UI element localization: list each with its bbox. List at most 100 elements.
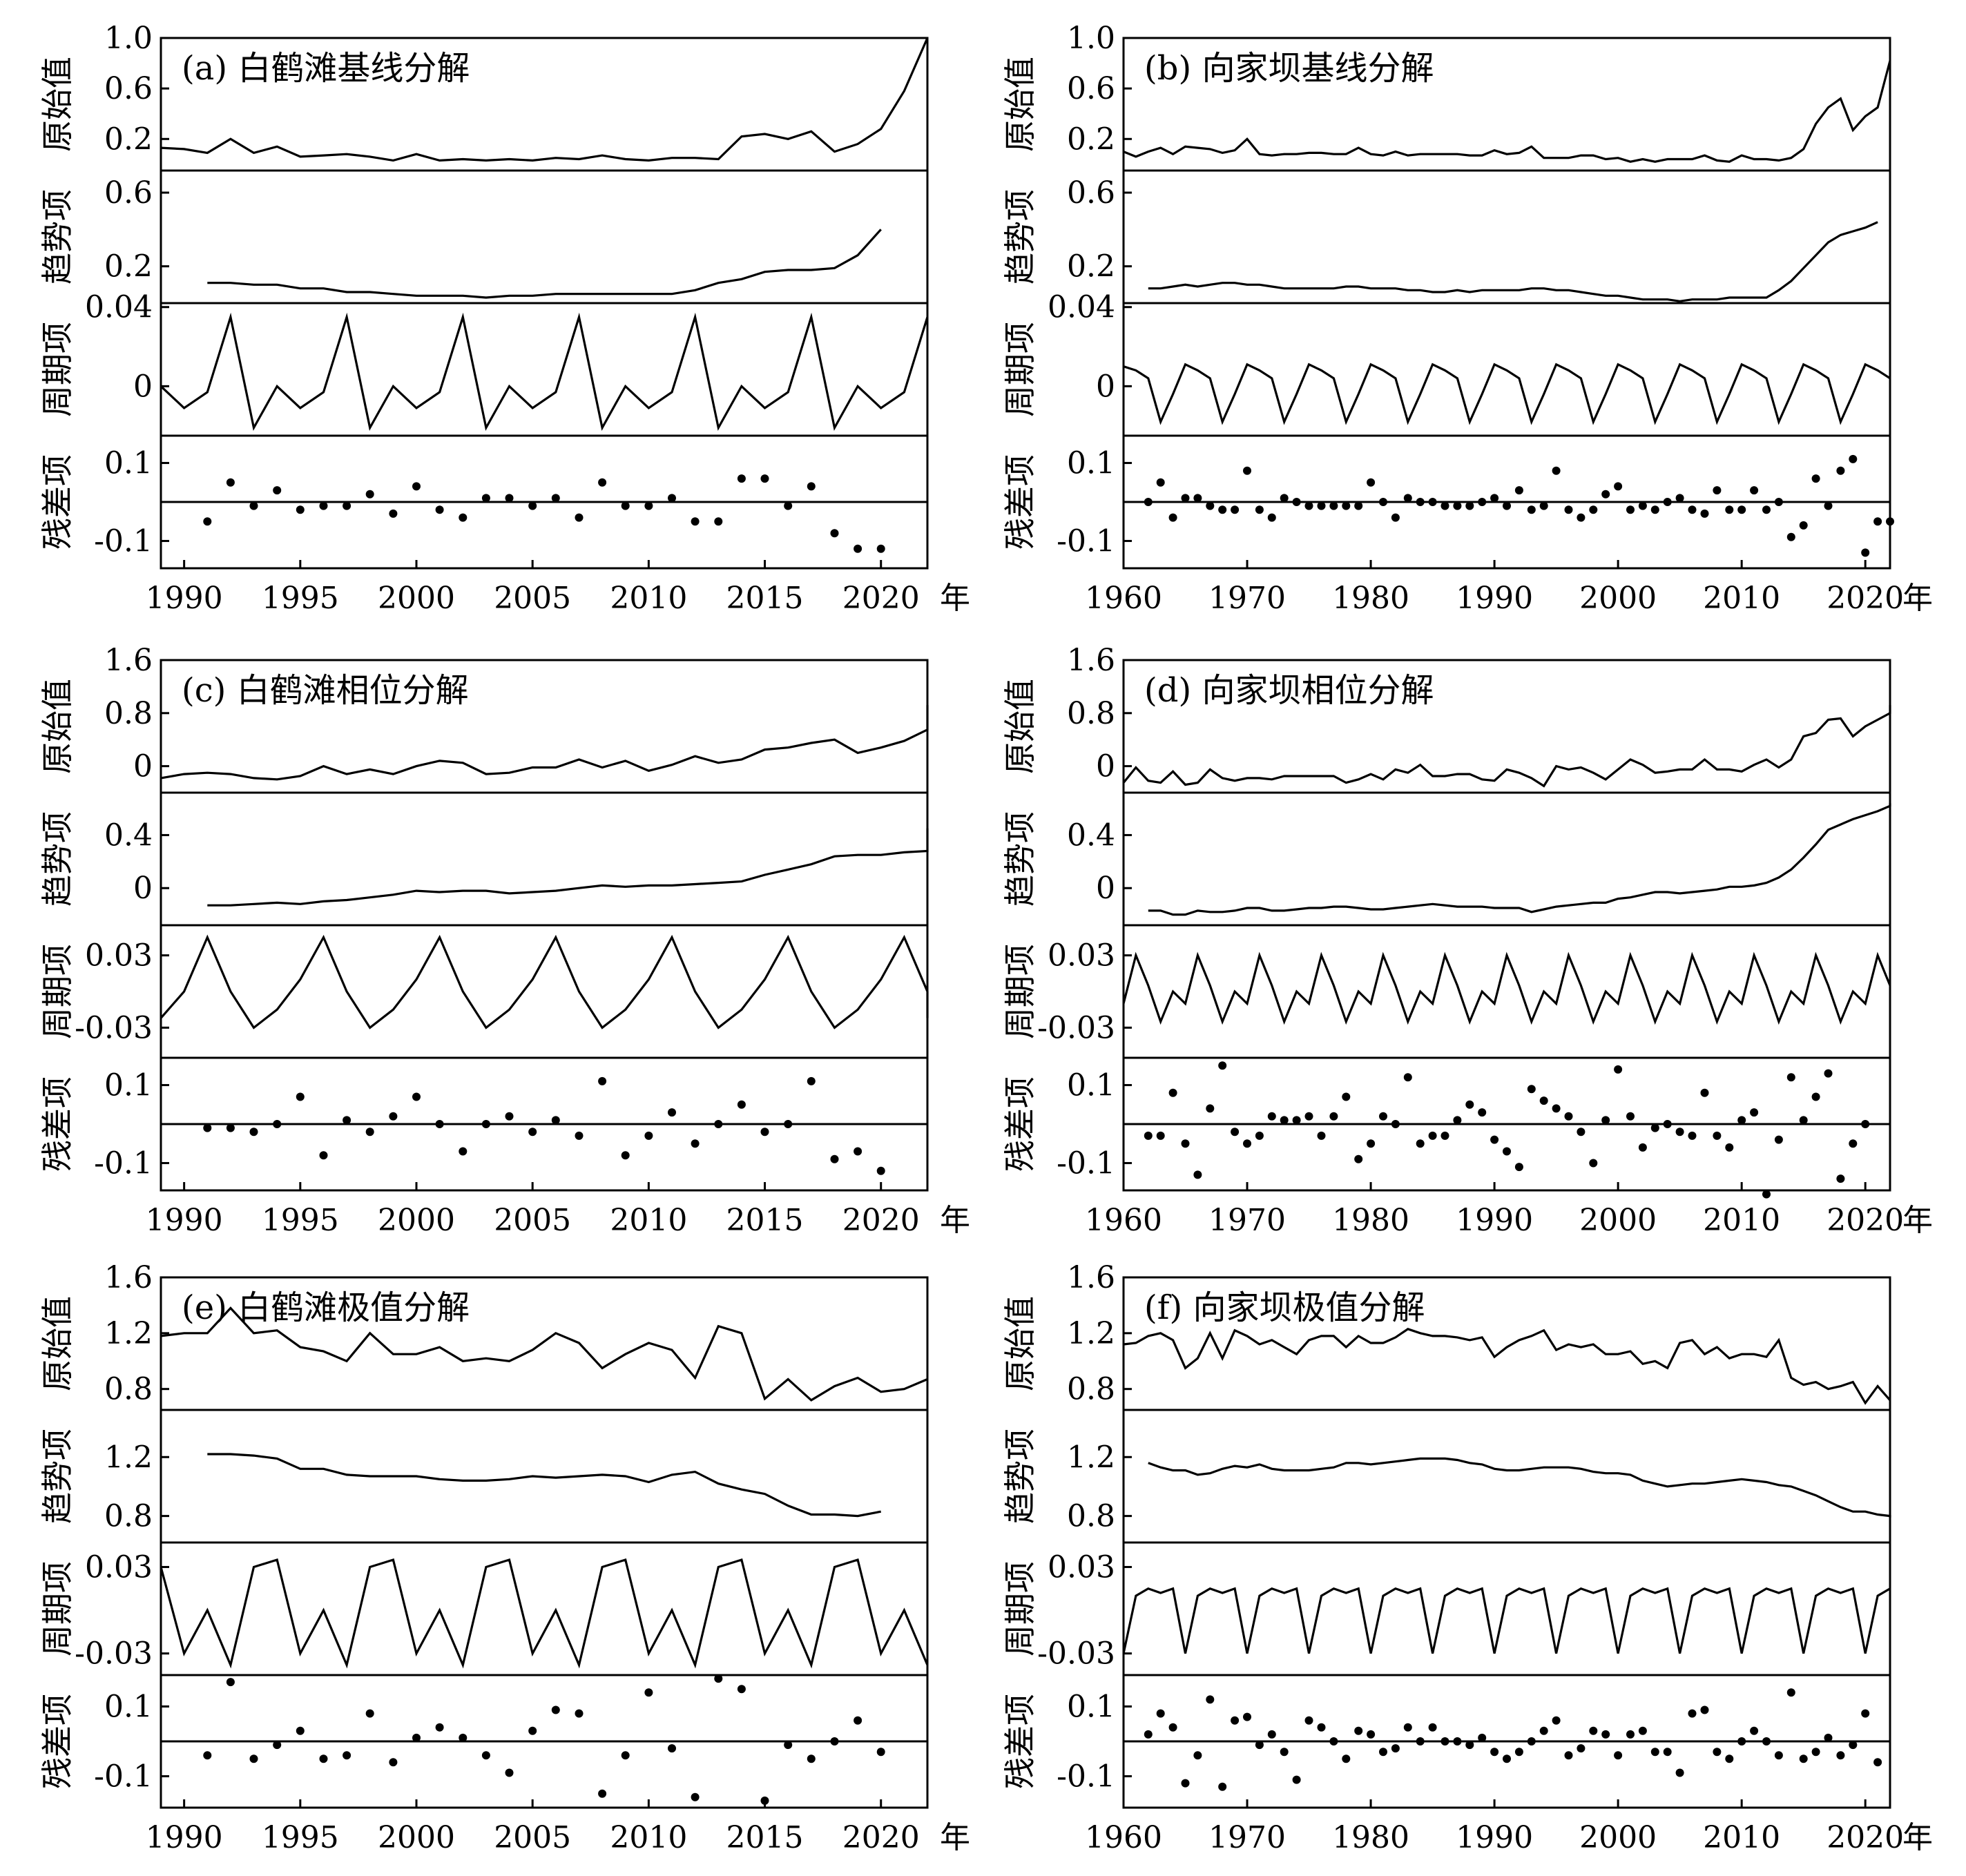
subplot-e-1: 0.8 1.2 1.6 原始值 (e) 白鹤滩极值分解 — [39, 1260, 929, 1411]
residual-point — [1231, 505, 1240, 514]
subplot-frame — [1122, 791, 1891, 927]
residual-point — [1811, 1092, 1820, 1101]
y-tick-label-0p6: 0.6 — [1067, 71, 1115, 106]
residual-point — [459, 1733, 468, 1742]
residual-point — [691, 1139, 700, 1148]
y-tick-label-1p0: 1.0 — [1067, 21, 1115, 56]
residual-point — [505, 1768, 514, 1777]
residual-point — [1514, 1748, 1523, 1757]
residual-point — [1577, 513, 1586, 522]
residual-point — [1589, 1726, 1598, 1735]
y-tick-label-0p1: 0.1 — [1067, 446, 1115, 481]
series-line — [160, 1558, 929, 1669]
y-axis-label: 趋势项 — [1001, 189, 1039, 284]
y-tick-label-0p6: 0.6 — [1067, 175, 1115, 211]
residual-point — [598, 1076, 607, 1085]
y-tick-label-1p2: 1.2 — [104, 1440, 153, 1475]
residual-point — [621, 1151, 630, 1160]
residual-point — [343, 1116, 351, 1125]
x-tick-label-2000: 2000 — [1579, 1820, 1657, 1855]
series-line — [1148, 803, 1891, 916]
y-tick-label-0p04: 0.04 — [1048, 290, 1115, 325]
residual-point — [296, 1092, 305, 1101]
y-tick-label-m0p1: -0.1 — [1057, 1759, 1115, 1795]
y-tick-label-0: 0 — [133, 871, 153, 906]
residual-point — [551, 1705, 560, 1714]
x-axis-unit: 年 — [1902, 581, 1933, 616]
residual-point — [1354, 1726, 1363, 1735]
residual-point — [1799, 1754, 1808, 1763]
residual-point — [1503, 501, 1511, 510]
residual-point — [1478, 1733, 1487, 1742]
x-tick-label-2000: 2000 — [1579, 581, 1657, 616]
x-axis-unit: 年 — [1902, 1203, 1933, 1238]
residual-point — [1514, 486, 1523, 495]
residual-point — [435, 1723, 444, 1732]
y-tick-label-0p1: 0.1 — [104, 1689, 153, 1724]
residual-point — [1453, 501, 1462, 510]
y-tick-label-0p04: 0.04 — [85, 290, 153, 325]
residual-point — [365, 1128, 374, 1137]
residual-point — [1503, 1754, 1511, 1763]
residual-point — [1255, 1131, 1264, 1140]
residual-point — [1675, 494, 1684, 503]
x-tick-label-2000: 2000 — [378, 1203, 455, 1238]
y-tick-label-0p03: 0.03 — [85, 938, 153, 974]
residual-point — [1861, 1709, 1870, 1718]
x-tick-label-2010: 2010 — [1703, 581, 1780, 616]
residual-point — [365, 490, 374, 499]
residual-point — [1267, 1112, 1276, 1121]
x-tick-label-1970: 1970 — [1208, 1820, 1286, 1855]
residual-point — [1539, 1096, 1548, 1105]
residual-point — [505, 1112, 514, 1121]
y-axis-label: 原始值 — [39, 57, 76, 152]
residual-point — [1564, 1112, 1573, 1121]
residual-point — [1490, 494, 1499, 503]
residual-point — [1403, 1073, 1412, 1082]
x-tick-label-1995: 1995 — [262, 1203, 339, 1238]
x-tick-label-1990: 1990 — [1456, 1203, 1533, 1238]
series-line — [160, 705, 929, 781]
residual-point — [1329, 1112, 1338, 1121]
residual-point — [389, 1112, 398, 1121]
residual-point — [1181, 1779, 1190, 1788]
residual-point — [1453, 1116, 1462, 1125]
residual-point — [1614, 482, 1623, 491]
subplot-a-4: 0.1 -0.1 残差项 — [39, 434, 929, 570]
y-tick-label-1p6: 1.6 — [1067, 1260, 1115, 1295]
residual-point — [1589, 1159, 1598, 1168]
y-axis-label: 残差项 — [39, 454, 76, 550]
x-tick-label-2020: 2020 — [842, 1820, 920, 1855]
residual-point — [1267, 1730, 1276, 1739]
residual-point — [1304, 1716, 1313, 1725]
subplot-a-2: 0.2 0.6 趋势项 — [39, 169, 929, 304]
x-tick-label-2000: 2000 — [1579, 1203, 1657, 1238]
series-line — [1148, 221, 1878, 302]
x-tick-label-1995: 1995 — [262, 581, 339, 616]
series-line — [160, 312, 929, 432]
residual-point — [1725, 1143, 1734, 1152]
x-tick-label-1990: 1990 — [1456, 581, 1533, 616]
residual-point — [854, 1147, 862, 1156]
residual-point — [1317, 501, 1326, 510]
y-tick-label-0p4: 0.4 — [104, 818, 153, 853]
subplot-d-4: 0.1 -0.1 残差项 — [1001, 1056, 1891, 1199]
x-tick-label-2010: 2010 — [610, 581, 687, 616]
residual-point — [1156, 478, 1165, 487]
series-line — [1148, 1457, 1891, 1518]
residual-point — [1304, 501, 1313, 510]
residual-point — [459, 1147, 468, 1156]
x-tick-label-1990: 1990 — [146, 1820, 223, 1855]
y-tick-label-0p2: 0.2 — [1067, 122, 1115, 157]
residual-point — [203, 1123, 212, 1132]
residual-point — [481, 1751, 490, 1760]
residual-point — [1688, 1709, 1697, 1718]
subplot-e-2: 0.8 1.2 趋势项 — [39, 1409, 929, 1544]
residual-point — [1416, 498, 1425, 506]
y-tick-label-1p6: 1.6 — [104, 643, 153, 678]
residual-point — [365, 1709, 374, 1718]
subplot-b-1: 0.2 0.6 1.0 原始值 (b) 向家坝基线分解 — [1001, 21, 1891, 172]
residual-point — [1367, 1139, 1376, 1148]
